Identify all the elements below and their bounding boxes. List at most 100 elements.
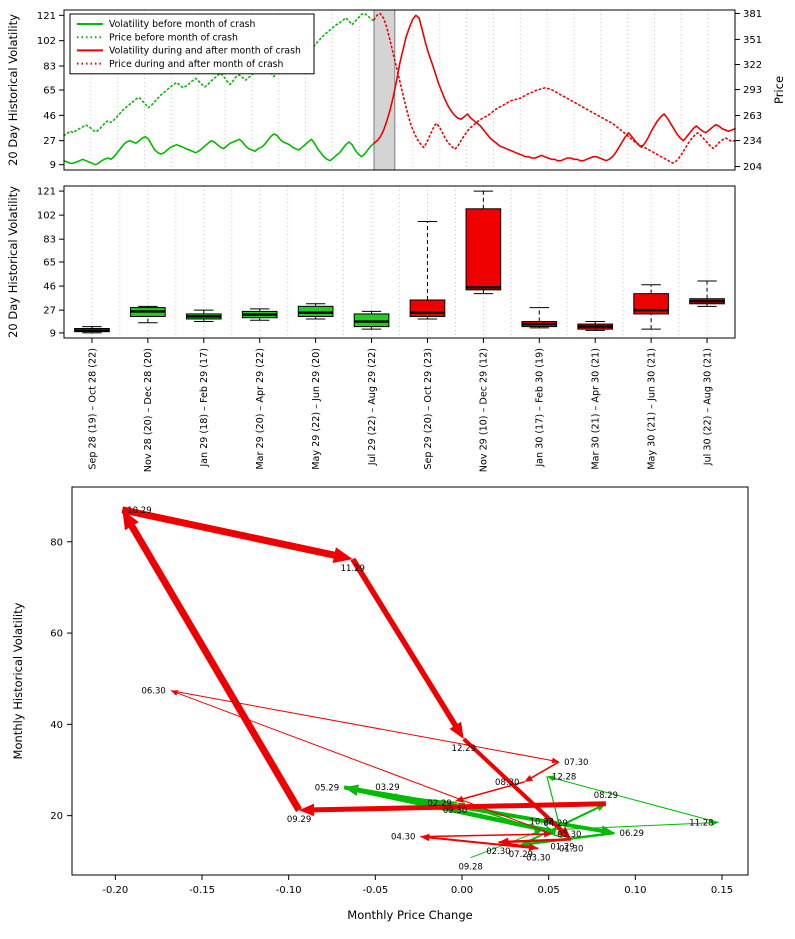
trajectory-segment-05.30-06.30	[174, 691, 553, 835]
y-tick-label: 9	[50, 160, 56, 171]
x-category-label: Sep 29 (20) – Oct 29 (23)	[423, 348, 434, 470]
x-category-label: Jul 29 (22) – Aug 29 (22)	[367, 348, 378, 466]
y-tick-label: 40	[50, 720, 63, 731]
y-axis-title: 20 Day Historical Volatility	[6, 14, 20, 166]
x-tick-label: -0.05	[362, 885, 388, 896]
volatility-before-line	[63, 133, 375, 166]
y-tick-label: 9	[50, 328, 56, 339]
point-label-03.30: 03.30	[526, 854, 550, 864]
y-tick-label: 80	[50, 537, 63, 548]
trajectory-segment-11.28-12.28	[550, 776, 719, 823]
trajectory-segment-01.30-02.30	[503, 838, 572, 844]
x-tick-label: 0.15	[711, 885, 733, 896]
volatility-after-line	[373, 14, 736, 162]
x-category-label: Mar 30 (21) – Apr 30 (21)	[591, 348, 602, 470]
point-label-08.30: 08.30	[495, 778, 519, 788]
plot-border	[71, 486, 749, 876]
x-tick-label: -0.15	[189, 885, 215, 896]
x-axis-title: Monthly Price Change	[347, 908, 472, 922]
trajectory-segment-08.30-09.30	[459, 781, 525, 801]
x-tick-label: -0.20	[102, 885, 128, 896]
y-tick-label: 65	[43, 86, 56, 97]
point-label-09.28: 09.28	[458, 863, 482, 873]
trajectory-arrowhead	[551, 757, 560, 764]
point-label-10.28: 10.28	[530, 817, 554, 827]
y2-tick-label: 381	[743, 9, 762, 20]
y-tick-label: 20	[50, 811, 63, 822]
trajectory-arrowhead	[449, 721, 464, 739]
y-tick-label: 46	[43, 111, 56, 122]
x-category-label: Mar 29 (20) – Apr 29 (22)	[255, 348, 266, 470]
point-label-01.29: 01.29	[550, 843, 574, 853]
x-category-label: Jan 30 (17) – Feb 30 (19)	[535, 348, 546, 468]
x-category-label: Nov 29 (10) – Dec 29 (12)	[479, 348, 490, 472]
trajectory-segment-12.29-01.30	[462, 737, 568, 836]
x-category-label: Sep 28 (19) – Oct 28 (22)	[87, 348, 98, 470]
x-category-label: May 30 (21) – Jun 30 (21)	[646, 348, 657, 470]
y2-axis-title: Price	[772, 76, 786, 104]
y-tick-label: 121	[37, 187, 56, 198]
y2-tick-label: 204	[743, 162, 762, 173]
boxplot-box	[465, 208, 502, 291]
y-tick-label: 46	[43, 282, 56, 293]
trajectory-segment-11.29-12.29	[350, 557, 462, 733]
y-axis-title: 20 Day Historical Volatility	[6, 186, 20, 338]
trajectory-segment-07.30-08.30	[527, 761, 560, 781]
legend-label: Price before month of crash	[109, 32, 238, 43]
x-tick-label: 0.05	[538, 885, 560, 896]
trajectory-arrowhead	[524, 775, 533, 782]
point-label-08.29: 08.29	[594, 791, 618, 801]
trajectory-segment-10.29-11.29	[121, 506, 344, 561]
y-tick-label: 102	[37, 36, 56, 47]
trajectory-arrowhead	[546, 775, 555, 782]
y-tick-label: 27	[43, 306, 56, 317]
y-tick-label: 83	[43, 62, 56, 73]
boxplot-box	[353, 313, 390, 328]
point-label-11.28: 11.28	[689, 819, 713, 829]
x-category-label: Nov 28 (20) – Dec 28 (20)	[143, 348, 154, 472]
y2-tick-label: 234	[743, 136, 762, 147]
trajectory-segment-03.30-04.30	[425, 836, 539, 850]
point-label-02.30: 02.30	[486, 847, 510, 857]
boxplot-box	[633, 293, 669, 315]
trajectory-arrowhead	[544, 830, 553, 838]
trajectory-arrowhead	[332, 547, 353, 563]
legend-label: Volatility before month of crash	[109, 19, 255, 30]
trajectory-arrowhead	[558, 826, 572, 840]
point-label-04.30: 04.30	[391, 833, 415, 843]
trajectory-arrowhead	[122, 509, 139, 531]
trajectory-arrowhead	[455, 795, 464, 803]
y2-tick-label: 351	[743, 35, 762, 46]
point-label-03.29: 03.29	[375, 783, 399, 793]
point-label-07.30: 07.30	[564, 758, 588, 768]
x-category-label: Jan 29 (18) – Feb 29 (17)	[199, 348, 210, 468]
trajectory-arrowhead	[420, 833, 430, 842]
volatility-price-trajectory-chart: 09.28 10.28 11.28 12.28 01.29 02.29 03.29 04.29…	[11, 486, 749, 922]
price-before-line	[63, 12, 375, 137]
legend-label: Price during and after month of crash	[109, 59, 283, 70]
y2-tick-label: 322	[743, 60, 762, 71]
volatility-price-timeseries-chart: 9 27 46 65 83 102 121 204 234 263 293 322 351 381 20 D…	[6, 9, 786, 173]
point-label-05.29: 05.29	[315, 783, 339, 793]
x-category-label: Jul 30 (22) – Aug 30 (21)	[702, 348, 713, 466]
x-category-label: May 29 (22) – Jun 29 (20)	[311, 348, 322, 470]
point-label-12.29: 12.29	[452, 744, 476, 754]
y-tick-label: 102	[37, 211, 56, 222]
y-tick-label: 121	[37, 11, 56, 22]
legend-label: Volatility during and after month of cra…	[109, 46, 301, 57]
legend-box	[69, 13, 315, 75]
trajectory-arrowhead	[299, 803, 315, 817]
x-tick-label: 0.10	[624, 885, 646, 896]
boxplot-box	[409, 299, 446, 317]
trajectory-segment-06.30-07.30	[170, 690, 556, 762]
point-label-06.30: 06.30	[141, 687, 165, 697]
boxplot-box	[297, 305, 334, 317]
y2-tick-label: 293	[743, 85, 762, 96]
y-tick-label: 65	[43, 258, 56, 269]
y-axis-title: Monthly Historical Volatility	[11, 602, 25, 759]
point-label-09.30: 09.30	[443, 806, 467, 816]
trajectory-segment-10.28-11.28	[541, 822, 715, 831]
y2-tick-label: 263	[743, 111, 762, 122]
trajectory-segment-09.29-10.29	[124, 517, 303, 812]
